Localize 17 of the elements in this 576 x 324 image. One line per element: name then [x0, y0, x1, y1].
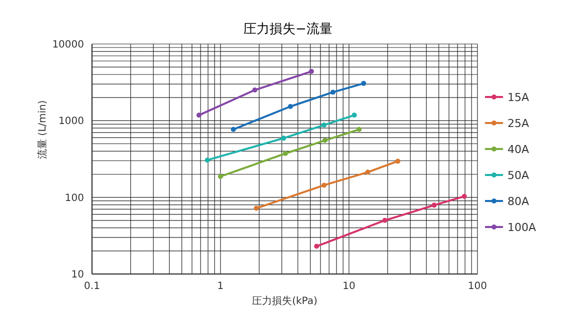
legend-label: 80A: [507, 194, 529, 208]
y-axis-title: 流量 (L/min): [36, 100, 49, 159]
x-tick-label: 100: [468, 281, 488, 292]
x-tick-label: 1: [217, 281, 224, 292]
y-tick-label: 1000: [58, 116, 84, 128]
y-tick-label: 100: [64, 192, 84, 204]
legend-label: 100A: [507, 220, 536, 234]
chart-title: 圧力損失−流量: [242, 21, 334, 38]
legend-label: 50A: [507, 168, 529, 182]
x-tick-label: 0.1: [84, 281, 100, 292]
legend-label: 15A: [507, 90, 529, 104]
x-tick-label: 10: [342, 281, 356, 292]
legend-label: 25A: [507, 116, 529, 130]
y-tick-label: 10000: [52, 40, 84, 51]
legend-label: 40A: [507, 142, 529, 156]
x-axis-title: 圧力損失(kPa): [252, 295, 318, 307]
y-tick-label: 10: [71, 270, 84, 281]
